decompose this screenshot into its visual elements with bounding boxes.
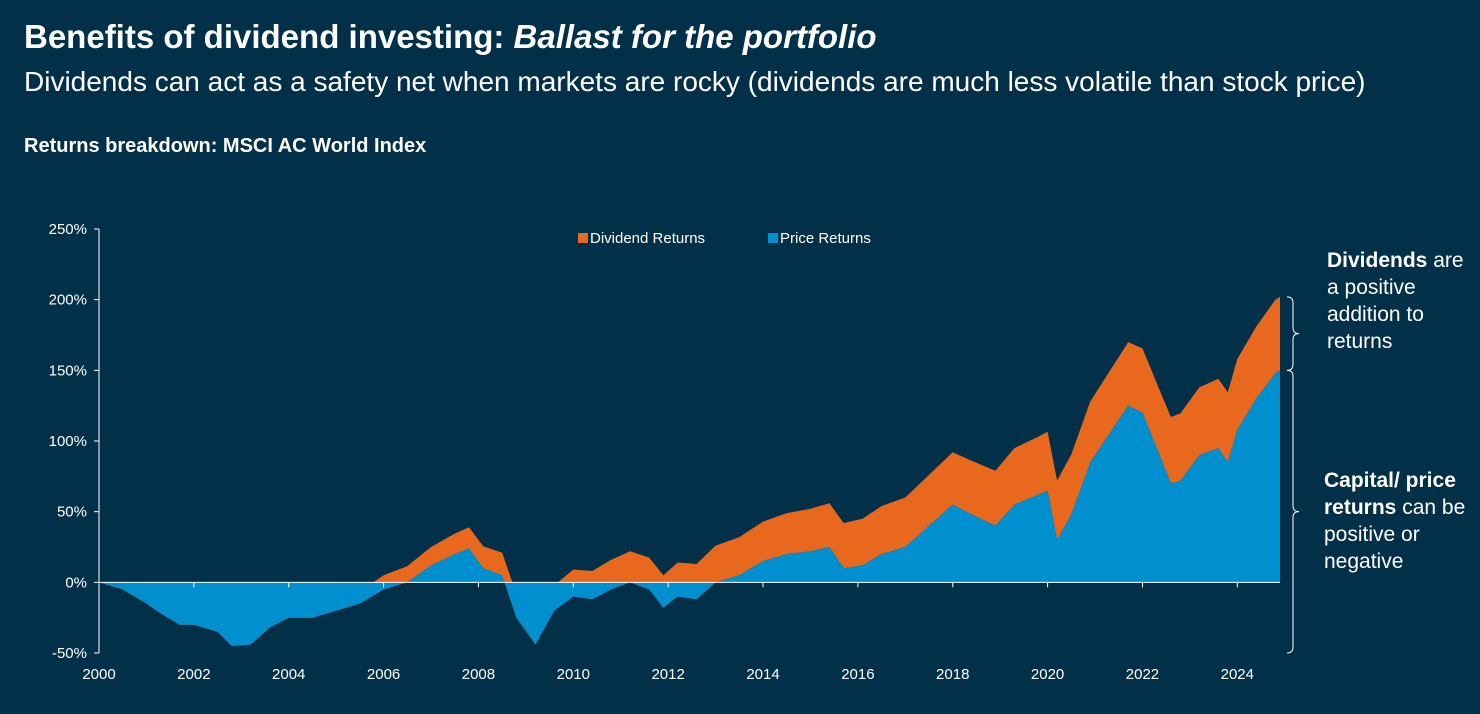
- title-italic: Ballast for the portfolio: [513, 18, 877, 55]
- capital-annotation-text: can be positive or negative: [1324, 496, 1466, 573]
- annotation-brackets: [1286, 296, 1300, 654]
- capital-annotation-bold: Capital/ price returns: [1324, 469, 1456, 519]
- chart-title: Returns breakdown: MSCI AC World Index: [24, 135, 427, 157]
- y-tick-label: 100%: [49, 433, 87, 450]
- dividend-returns-area: [99, 296, 1280, 646]
- dividends-annotation-text: are a positive addition to returns: [1327, 249, 1464, 353]
- legend-price-swatch: [768, 233, 778, 243]
- x-tick-label: 2012: [651, 666, 684, 683]
- price-returns-area: [99, 370, 1280, 646]
- x-tick-label: 2018: [936, 666, 969, 683]
- page-title: Benefits of dividend investing: Ballast …: [24, 18, 877, 56]
- x-tick-label: 2000: [82, 666, 115, 683]
- y-tick-label: 0%: [65, 574, 87, 591]
- x-tick-label: 2020: [1031, 666, 1064, 683]
- y-tick-label: 150%: [49, 362, 87, 379]
- x-tick-label: 2010: [557, 666, 590, 683]
- dividends-annotation-bold: Dividends: [1327, 249, 1428, 272]
- chart-areas: [99, 296, 1280, 646]
- x-tick-label: 2024: [1221, 666, 1254, 683]
- y-tick-label: 250%: [49, 221, 87, 238]
- chart-legend: Dividend Returns Price Returns: [578, 230, 871, 247]
- dividends-annotation: Dividends are a positive addition to ret…: [1327, 247, 1477, 355]
- legend-dividend-swatch: [578, 233, 588, 243]
- capital-annotation: Capital/ price returns can be positive o…: [1324, 467, 1476, 575]
- x-tick-label: 2008: [462, 666, 495, 683]
- x-tick-label: 2004: [272, 666, 305, 683]
- x-tick-label: 2006: [367, 666, 400, 683]
- dividend-bracket: [1286, 296, 1300, 371]
- legend-dividend-label: Dividend Returns: [590, 230, 705, 247]
- legend-price-label: Price Returns: [780, 230, 871, 247]
- y-tick-label: -50%: [52, 645, 87, 662]
- y-tick-label: 50%: [57, 504, 87, 521]
- x-tick-label: 2014: [746, 666, 779, 683]
- x-tick-label: 2016: [841, 666, 874, 683]
- price-bracket: [1286, 369, 1300, 654]
- chart-axes: -50% 0% 50% 100% 150% 200% 250% 2000 2002 2004 200…: [49, 221, 1280, 683]
- x-tick-label: 2002: [177, 666, 210, 683]
- title-main: Benefits of dividend investing:: [24, 18, 514, 55]
- page-subtitle: Dividends can act as a safety net when m…: [24, 66, 1366, 97]
- x-tick-label: 2022: [1126, 666, 1159, 683]
- y-tick-label: 200%: [49, 292, 87, 309]
